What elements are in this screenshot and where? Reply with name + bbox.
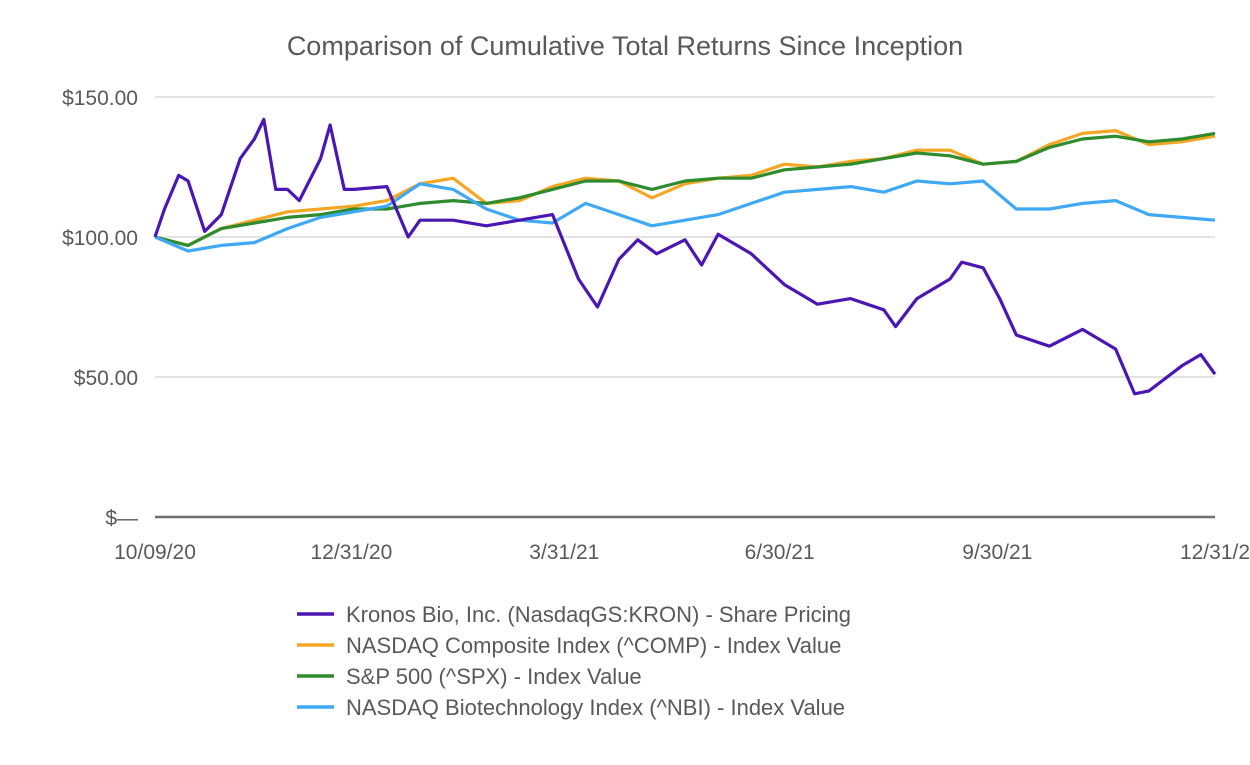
series-lines bbox=[153, 117, 1217, 396]
y-axis: $— $50.00 $100.00 $150.00 bbox=[62, 87, 138, 530]
legend-label: S&P 500 (^SPX) - Index Value bbox=[346, 664, 642, 689]
legend-label: Kronos Bio, Inc. (NasdaqGS:KRON) - Share… bbox=[346, 602, 851, 627]
series-line-0 bbox=[153, 117, 1217, 396]
x-tick-label: 6/30/21 bbox=[745, 541, 815, 564]
legend-label: NASDAQ Composite Index (^COMP) - Index V… bbox=[346, 633, 841, 658]
legend-label: NASDAQ Biotechnology Index (^NBI) - Inde… bbox=[346, 695, 845, 720]
x-tick-label: 12/31/2 bbox=[1180, 541, 1250, 564]
y-tick-label: $— bbox=[105, 507, 138, 530]
y-tick-label: $50.00 bbox=[74, 367, 138, 390]
legend: Kronos Bio, Inc. (NasdaqGS:KRON) - Share… bbox=[297, 602, 851, 720]
gridlines bbox=[155, 96, 1215, 378]
x-tick-label: 9/30/21 bbox=[962, 541, 1032, 564]
y-tick-label: $100.00 bbox=[62, 227, 138, 250]
x-tick-label: 12/31/20 bbox=[311, 541, 393, 564]
series-line-3 bbox=[154, 179, 1216, 253]
y-tick-label: $150.00 bbox=[62, 87, 138, 110]
x-axis: 10/09/20 12/31/20 3/31/21 6/30/21 9/30/21 12/… bbox=[114, 515, 1250, 564]
series-line-1 bbox=[154, 129, 1216, 247]
chart-title: Comparison of Cumulative Total Returns S… bbox=[287, 31, 963, 61]
x-tick-label: 3/31/21 bbox=[529, 541, 599, 564]
x-tick-label: 10/09/20 bbox=[114, 541, 196, 564]
series-line-2 bbox=[154, 131, 1216, 247]
